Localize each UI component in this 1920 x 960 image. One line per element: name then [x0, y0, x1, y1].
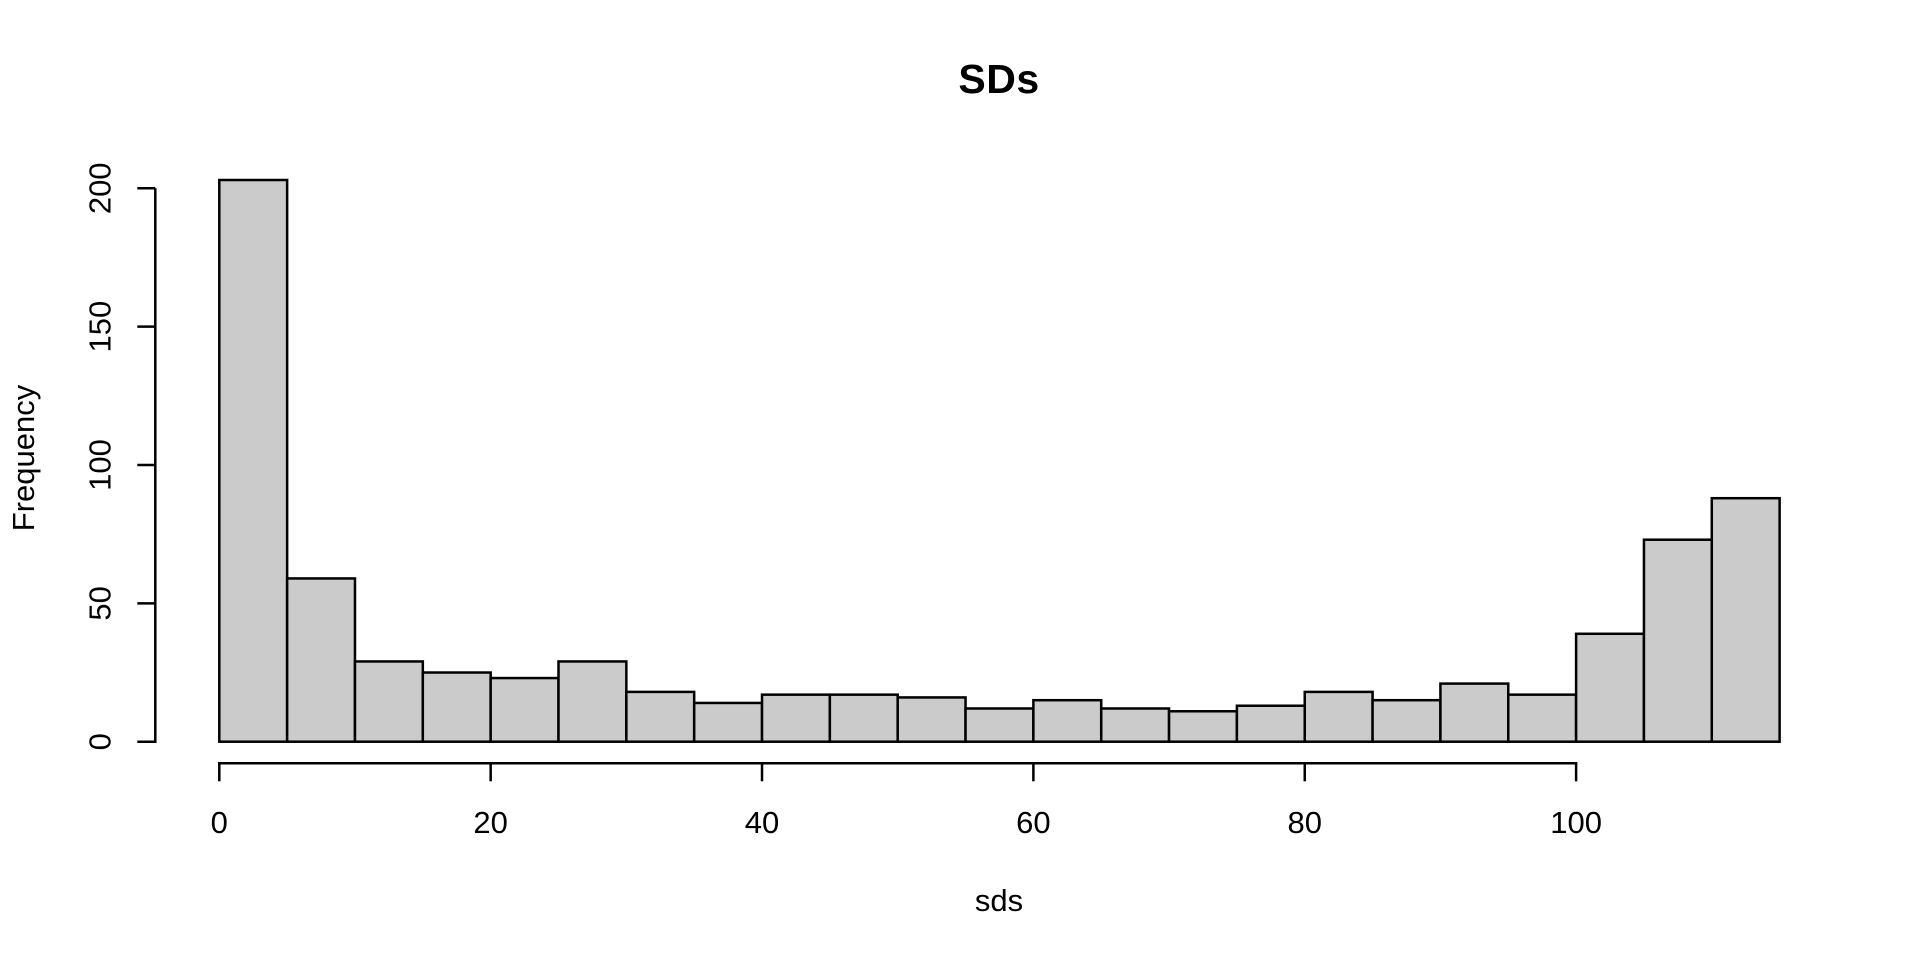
- chart-title: SDs: [958, 56, 1040, 102]
- histogram-bar: [218, 178, 289, 743]
- histogram-bar: [1099, 707, 1171, 743]
- histogram-bar: [1574, 632, 1646, 743]
- histogram-bar: [964, 707, 1035, 743]
- x-tick-label: 80: [1287, 805, 1321, 840]
- histogram-bar: [1371, 698, 1442, 743]
- x-tick-label: 60: [1016, 805, 1050, 840]
- y-tick-label: 200: [83, 162, 118, 214]
- y-tick-label: 0: [83, 733, 118, 750]
- x-axis-label: sds: [974, 883, 1024, 918]
- x-tick-label: 40: [745, 805, 779, 840]
- x-tick-label: 100: [1550, 805, 1602, 840]
- histogram-bar: [692, 701, 764, 743]
- histogram-bar: [1303, 690, 1374, 743]
- histogram-bar: [489, 676, 560, 743]
- histogram-bar: [760, 693, 832, 743]
- histogram-bar: [1235, 704, 1306, 743]
- y-tick-label: 50: [83, 586, 118, 620]
- y-tick-label: 100: [83, 439, 118, 491]
- histogram-bar: [557, 660, 628, 743]
- y-tick-label: 150: [83, 301, 118, 353]
- histogram-bar: [353, 660, 425, 743]
- histogram-bar: [1439, 682, 1510, 743]
- histogram-bar: [285, 577, 357, 743]
- histogram-bar: [828, 693, 899, 743]
- histogram-bar: [1167, 710, 1239, 743]
- x-tick-label: 20: [473, 805, 507, 840]
- histogram-bar: [421, 671, 492, 743]
- histogram-bar: [1710, 496, 1781, 743]
- histogram-bar: [625, 690, 696, 743]
- histogram-bar: [896, 696, 967, 743]
- histogram-bar: [1032, 698, 1103, 743]
- y-axis-label: Frequency: [6, 384, 41, 532]
- histogram-bar: [1642, 538, 1714, 743]
- histogram-bar: [1507, 693, 1578, 743]
- x-tick-label: 0: [211, 805, 228, 840]
